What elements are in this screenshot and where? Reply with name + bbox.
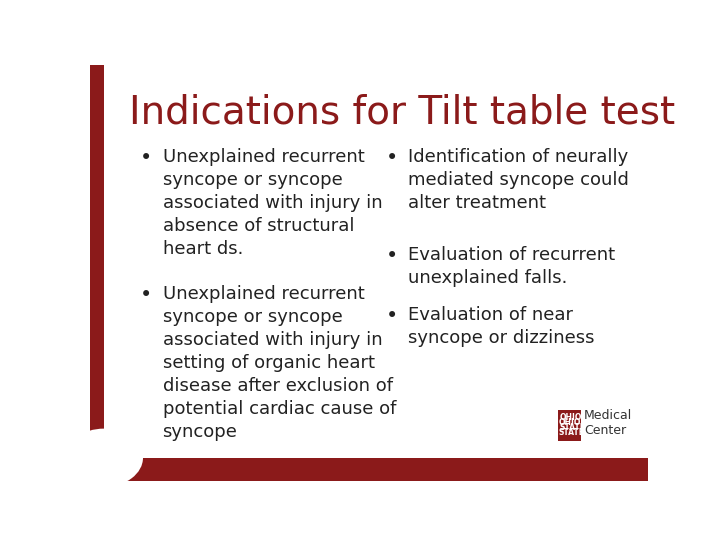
Text: Medical
Center: Medical Center [584, 409, 632, 437]
Text: •: • [386, 148, 398, 168]
Text: Unexplained recurrent
syncope or syncope
associated with injury in
absence of st: Unexplained recurrent syncope or syncope… [163, 148, 382, 258]
Circle shape [65, 429, 143, 487]
Text: Evaluation of recurrent
unexplained falls.: Evaluation of recurrent unexplained fall… [408, 246, 615, 287]
Bar [557, 410, 581, 441]
Text: Unexplained recurrent
syncope or syncope
associated with injury in
setting of or: Unexplained recurrent syncope or syncope… [163, 285, 396, 441]
Text: •: • [140, 285, 153, 305]
Text: OHIO
STATE: OHIO STATE [560, 413, 586, 432]
Bar [90, 458, 648, 481]
Text: •: • [386, 306, 398, 326]
Text: Indications for Tilt table test: Indications for Tilt table test [129, 94, 675, 132]
Text: Identification of neurally
mediated syncope could
alter treatment: Identification of neurally mediated sync… [408, 148, 629, 212]
Text: •: • [386, 246, 398, 266]
Text: OHIO
STATE: OHIO STATE [559, 418, 585, 437]
Bar [90, 65, 104, 481]
Text: Evaluation of near
syncope or dizziness: Evaluation of near syncope or dizziness [408, 306, 595, 347]
Text: •: • [140, 148, 153, 168]
